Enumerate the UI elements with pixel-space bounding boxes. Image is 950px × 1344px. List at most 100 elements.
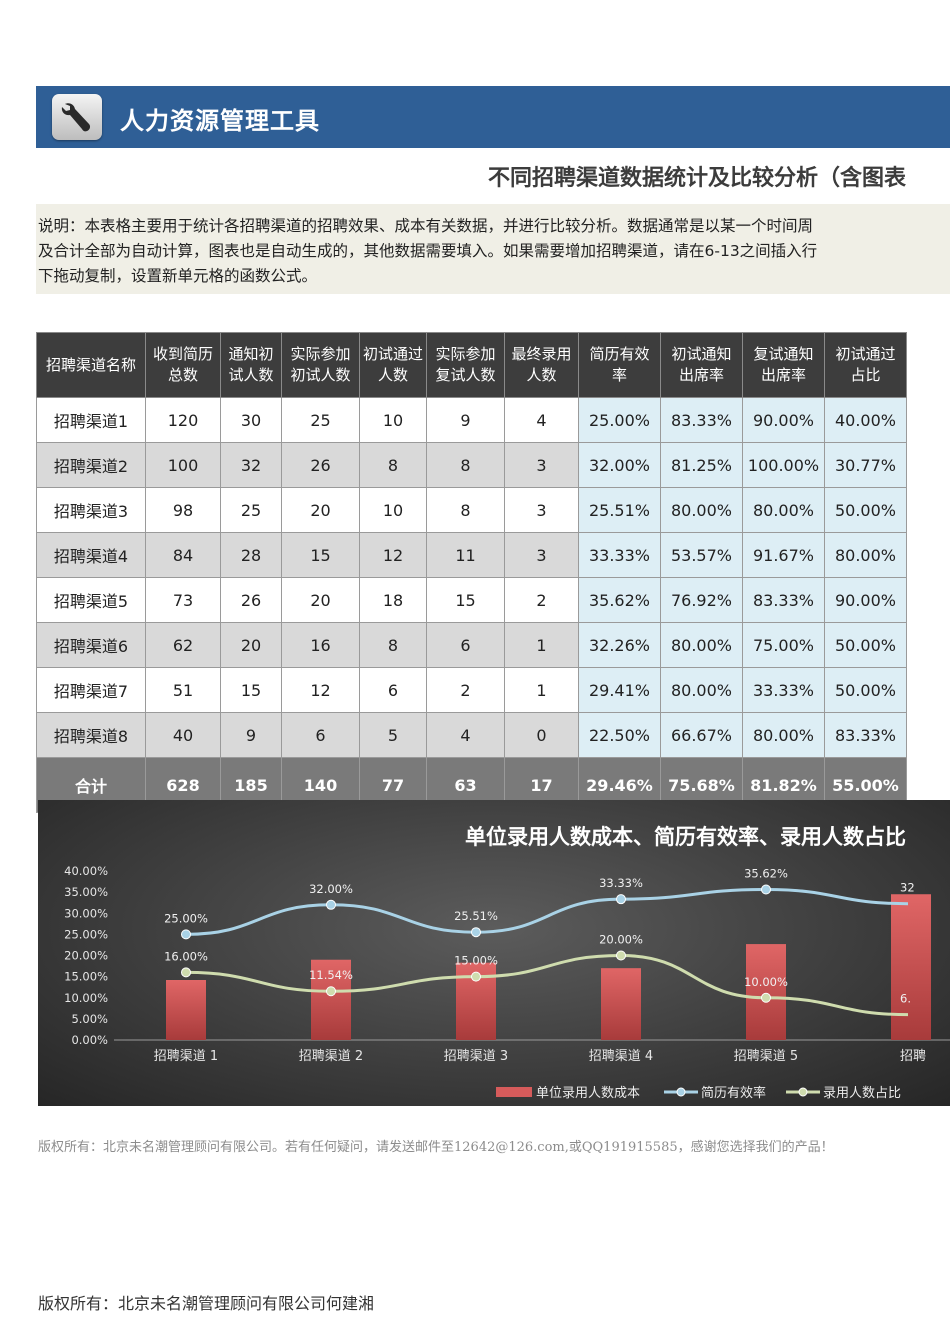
table-cell[interactable]: 4 bbox=[426, 712, 505, 758]
legend-label: 录用人数占比 bbox=[823, 1086, 901, 1101]
table-cell[interactable]: 35.62% bbox=[578, 577, 661, 623]
column-header: 通知初 试人数 bbox=[220, 332, 282, 398]
table-cell[interactable]: 2 bbox=[426, 667, 505, 713]
table-cell[interactable]: 30 bbox=[220, 397, 282, 443]
table-cell[interactable]: 12 bbox=[359, 532, 427, 578]
table-cell[interactable]: 20 bbox=[281, 577, 360, 623]
table-cell[interactable]: 25 bbox=[220, 487, 282, 533]
table-cell[interactable]: 26 bbox=[220, 577, 282, 623]
table-cell[interactable]: 83.33% bbox=[742, 577, 825, 623]
table-cell[interactable]: 40.00% bbox=[824, 397, 907, 443]
table-cell[interactable]: 80.00% bbox=[660, 622, 743, 668]
table-cell[interactable]: 6 bbox=[281, 712, 360, 758]
table-cell[interactable]: 15 bbox=[281, 532, 360, 578]
table-cell[interactable]: 28 bbox=[220, 532, 282, 578]
table-cell[interactable]: 8 bbox=[359, 442, 427, 488]
table-cell[interactable]: 84 bbox=[145, 532, 221, 578]
table-cell[interactable]: 100.00% bbox=[742, 442, 825, 488]
table-cell[interactable]: 100 bbox=[145, 442, 221, 488]
data-label: 32 bbox=[900, 881, 915, 895]
table-cell[interactable]: 80.00% bbox=[660, 487, 743, 533]
table-cell[interactable]: 1 bbox=[504, 622, 579, 668]
table-cell[interactable]: 22.50% bbox=[578, 712, 661, 758]
table-cell[interactable]: 80.00% bbox=[742, 712, 825, 758]
table-cell[interactable]: 81.25% bbox=[660, 442, 743, 488]
table-cell[interactable]: 33.33% bbox=[578, 532, 661, 578]
table-cell[interactable]: 53.57% bbox=[660, 532, 743, 578]
table-cell[interactable]: 90.00% bbox=[742, 397, 825, 443]
table-cell[interactable]: 80.00% bbox=[660, 667, 743, 713]
table-cell[interactable]: 40 bbox=[145, 712, 221, 758]
table-cell[interactable]: 8 bbox=[426, 442, 505, 488]
table-cell[interactable]: 26 bbox=[281, 442, 360, 488]
table-cell[interactable]: 11 bbox=[426, 532, 505, 578]
table-cell[interactable]: 120 bbox=[145, 397, 221, 443]
table-cell[interactable]: 16 bbox=[281, 622, 360, 668]
table-cell[interactable]: 3 bbox=[504, 487, 579, 533]
table-cell[interactable]: 75.00% bbox=[742, 622, 825, 668]
channel-name-cell[interactable]: 招聘渠道1 bbox=[36, 397, 146, 443]
channel-name-cell[interactable]: 招聘渠道5 bbox=[36, 577, 146, 623]
table-cell[interactable]: 3 bbox=[504, 532, 579, 578]
table-cell[interactable]: 76.92% bbox=[660, 577, 743, 623]
table-cell[interactable]: 50.00% bbox=[824, 622, 907, 668]
table-cell[interactable]: 8 bbox=[359, 622, 427, 668]
table-cell[interactable]: 20 bbox=[220, 622, 282, 668]
data-point bbox=[761, 884, 771, 895]
channel-name-cell[interactable]: 招聘渠道8 bbox=[36, 712, 146, 758]
table-cell[interactable]: 9 bbox=[220, 712, 282, 758]
column-header: 简历有效 率 bbox=[578, 332, 661, 398]
data-label: 10.00% bbox=[744, 975, 788, 989]
table-cell[interactable]: 10 bbox=[359, 487, 427, 533]
table-cell[interactable]: 10 bbox=[359, 397, 427, 443]
table-cell[interactable]: 98 bbox=[145, 487, 221, 533]
table-cell[interactable]: 32 bbox=[220, 442, 282, 488]
table-cell[interactable]: 90.00% bbox=[824, 577, 907, 623]
table-cell[interactable]: 80.00% bbox=[824, 532, 907, 578]
column-header: 最终录用 人数 bbox=[504, 332, 579, 398]
table-cell[interactable]: 9 bbox=[426, 397, 505, 443]
table-cell[interactable]: 50.00% bbox=[824, 487, 907, 533]
table-cell[interactable]: 5 bbox=[359, 712, 427, 758]
table-cell[interactable]: 29.41% bbox=[578, 667, 661, 713]
table-cell[interactable]: 30.77% bbox=[824, 442, 907, 488]
page-subtitle: 不同招聘渠道数据统计及比较分析（含图表 bbox=[487, 166, 906, 191]
table-cell[interactable]: 83.33% bbox=[824, 712, 907, 758]
table-cell[interactable]: 18 bbox=[359, 577, 427, 623]
channel-name-cell[interactable]: 招聘渠道6 bbox=[36, 622, 146, 668]
table-cell[interactable]: 15 bbox=[220, 667, 282, 713]
table-cell[interactable]: 0 bbox=[504, 712, 579, 758]
table-cell[interactable]: 66.67% bbox=[660, 712, 743, 758]
table-cell[interactable]: 25.00% bbox=[578, 397, 661, 443]
table-cell[interactable]: 15 bbox=[426, 577, 505, 623]
table-cell[interactable]: 1 bbox=[504, 667, 579, 713]
x-category-label: 招聘渠道 2 bbox=[299, 1049, 363, 1064]
table-cell[interactable]: 73 bbox=[145, 577, 221, 623]
table-cell[interactable]: 32.00% bbox=[578, 442, 661, 488]
channel-name-cell[interactable]: 招聘渠道7 bbox=[36, 667, 146, 713]
table-cell[interactable]: 83.33% bbox=[660, 397, 743, 443]
table-cell[interactable]: 51 bbox=[145, 667, 221, 713]
table-cell[interactable]: 25 bbox=[281, 397, 360, 443]
channel-name-cell[interactable]: 招聘渠道2 bbox=[36, 442, 146, 488]
table-cell[interactable]: 32.26% bbox=[578, 622, 661, 668]
table-cell[interactable]: 8 bbox=[426, 487, 505, 533]
table-cell[interactable]: 80.00% bbox=[742, 487, 825, 533]
channel-name-cell[interactable]: 招聘渠道3 bbox=[36, 487, 146, 533]
channel-name-cell[interactable]: 招聘渠道4 bbox=[36, 532, 146, 578]
y-tick-label: 0.00% bbox=[71, 1033, 108, 1047]
data-point bbox=[761, 992, 771, 1003]
table-cell[interactable]: 33.33% bbox=[742, 667, 825, 713]
table-cell[interactable]: 62 bbox=[145, 622, 221, 668]
table-cell[interactable]: 2 bbox=[504, 577, 579, 623]
table-cell[interactable]: 3 bbox=[504, 442, 579, 488]
table-cell[interactable]: 4 bbox=[504, 397, 579, 443]
table-cell[interactable]: 6 bbox=[359, 667, 427, 713]
table-cell[interactable]: 91.67% bbox=[742, 532, 825, 578]
table-cell[interactable]: 20 bbox=[281, 487, 360, 533]
table-cell[interactable]: 12 bbox=[281, 667, 360, 713]
table-cell[interactable]: 6 bbox=[426, 622, 505, 668]
table-cell[interactable]: 25.51% bbox=[578, 487, 661, 533]
table-cell[interactable]: 50.00% bbox=[824, 667, 907, 713]
description-box: 说明：本表格主要用于统计各招聘渠道的招聘效果、成本有关数据，并进行比较分析。数据… bbox=[36, 204, 950, 294]
